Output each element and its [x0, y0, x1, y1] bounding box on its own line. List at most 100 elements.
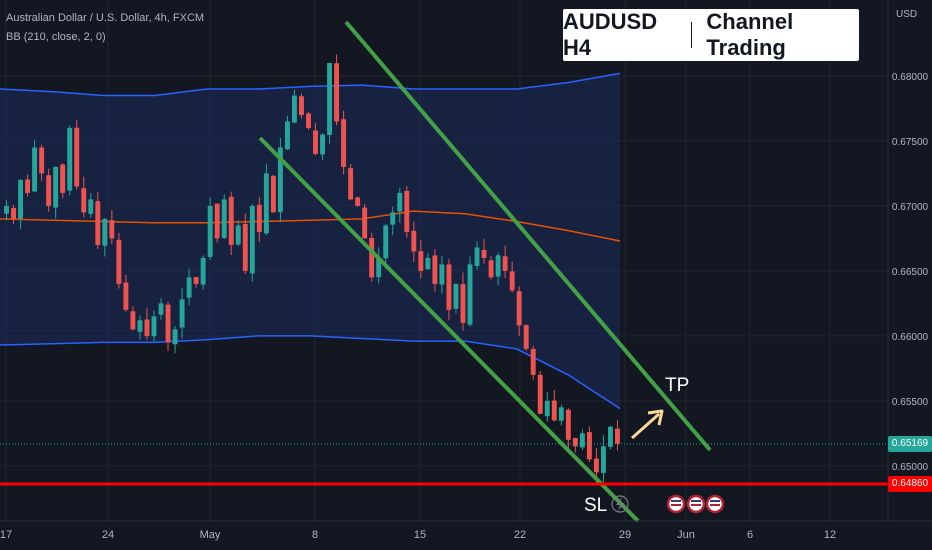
- candle-body: [263, 173, 269, 234]
- candle-body: [291, 95, 297, 123]
- candle-body: [334, 63, 340, 122]
- candle-body: [586, 432, 592, 460]
- candle-body: [348, 168, 354, 200]
- candle-body: [81, 188, 87, 213]
- price-axis[interactable]: 0.68000 0.67500 0.67000 0.66500 0.66000 0.655…: [892, 72, 929, 473]
- candle-body: [172, 329, 178, 345]
- x-tick-label: 29: [619, 529, 631, 541]
- candle-body: [362, 207, 368, 239]
- candle-body: [439, 264, 445, 285]
- time-axis[interactable]: 17 24 May 8 15 22 29 Jun 6 12: [0, 529, 836, 541]
- y-tick-label: 0.67500: [892, 137, 929, 148]
- candle-body: [200, 257, 206, 285]
- candle-body: [249, 205, 255, 274]
- candle-body: [404, 190, 410, 232]
- candle-body: [67, 127, 73, 191]
- candle-body: [474, 247, 480, 266]
- candle-body: [544, 400, 550, 417]
- candle-body: [151, 316, 157, 337]
- candle-body: [137, 320, 143, 332]
- x-tick-label: 22: [514, 529, 526, 541]
- candle-body: [565, 409, 571, 440]
- candle-body: [179, 299, 185, 328]
- candle-body: [32, 147, 38, 192]
- candle-body: [608, 426, 613, 447]
- candle-body: [453, 283, 459, 309]
- x-tick-label: May: [200, 529, 221, 541]
- candle-body: [144, 319, 150, 336]
- candle-body: [530, 348, 536, 375]
- candle-body: [214, 203, 220, 239]
- bollinger-upper-band: [0, 72, 621, 97]
- candle-body: [270, 175, 276, 213]
- title-box: AUDUSD H4 Channel Trading: [563, 9, 859, 61]
- y-tick-label: 0.67000: [892, 202, 929, 213]
- candle-body: [523, 325, 529, 349]
- us-flag-icon[interactable]: [705, 494, 725, 514]
- candle-body: [158, 303, 164, 315]
- candle-body: [418, 251, 424, 271]
- x-tick-label: 17: [0, 529, 12, 541]
- candle-body: [551, 400, 557, 421]
- candle-body: [74, 127, 80, 187]
- symbol-info: Australian Dollar / U.S. Dollar, 4h, FXC…: [6, 12, 205, 24]
- y-tick-label: 0.68000: [892, 72, 929, 83]
- candle-body: [18, 179, 24, 219]
- candle-body: [446, 264, 452, 310]
- candle-body: [130, 311, 136, 330]
- channel-lower-line[interactable]: [258, 136, 640, 523]
- candle-body: [11, 207, 16, 219]
- candle-body: [376, 257, 382, 278]
- candle-body: [593, 458, 599, 473]
- us-flag-icon[interactable]: [666, 494, 686, 514]
- us-flag-icon[interactable]: [686, 494, 706, 514]
- candle-body: [516, 291, 522, 326]
- candle-body: [123, 282, 129, 310]
- candle-body: [369, 237, 375, 278]
- y-tick-label: 0.65500: [892, 397, 929, 408]
- x-tick-label: Jun: [677, 529, 695, 541]
- candle-body: [432, 255, 438, 284]
- candle-body: [207, 205, 213, 257]
- candle-body: [481, 250, 487, 258]
- candle-body: [102, 218, 108, 246]
- candle-body: [355, 197, 361, 206]
- indicator-info: BB (210, close, 2, 0): [6, 31, 106, 43]
- bollinger-lower-band: [0, 335, 621, 410]
- title-separator: [690, 22, 693, 48]
- candle-body: [327, 63, 333, 135]
- candle-body: [572, 437, 578, 447]
- candle-body: [235, 225, 241, 245]
- candle-body: [502, 256, 508, 271]
- candle-body: [242, 223, 248, 271]
- candle-body: [25, 179, 31, 193]
- candle-body: [228, 196, 234, 245]
- channel-upper-line[interactable]: [344, 20, 712, 452]
- candle-body: [4, 205, 9, 214]
- candle-body: [306, 113, 311, 128]
- candle-body: [509, 271, 515, 291]
- x-tick-label: 12: [824, 529, 836, 541]
- candle-body: [600, 446, 606, 473]
- candle-body: [460, 284, 466, 323]
- candle-body: [397, 192, 403, 212]
- candle-body: [256, 204, 262, 232]
- lightning-icon[interactable]: [611, 495, 629, 513]
- title-symbol: AUDUSD H4: [563, 9, 658, 60]
- y-tick-label: 0.65000: [892, 462, 929, 473]
- candle-body: [116, 239, 122, 284]
- y-tick-label: 0.66000: [892, 332, 929, 343]
- candle-body: [95, 201, 101, 245]
- candle-body: [390, 212, 396, 225]
- sl-label: SL: [584, 495, 607, 516]
- y-tick-label: 0.66500: [892, 267, 929, 278]
- candle-body: [193, 277, 199, 284]
- candles: [4, 54, 620, 484]
- candle-body: [277, 147, 283, 213]
- currency-label: USD: [896, 9, 918, 20]
- candle-body: [341, 119, 347, 167]
- candle-body: [411, 230, 417, 252]
- x-tick-label: 8: [312, 529, 318, 541]
